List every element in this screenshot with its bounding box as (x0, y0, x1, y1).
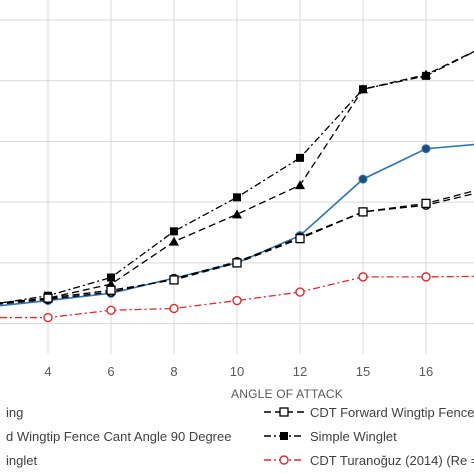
data-point (296, 153, 304, 162)
x-tick-label: 15 (356, 364, 370, 379)
data-point (358, 174, 368, 184)
x-tick-label: 10 (230, 364, 244, 379)
data-point (232, 209, 242, 219)
series-layer (0, 50, 474, 323)
data-point (169, 275, 179, 285)
x-tick-labels: 4 6 8 10 12 15 16 (44, 364, 433, 379)
data-point (43, 312, 53, 323)
data-point (106, 285, 116, 295)
legend-label: CDT Turanoğuz (2014) (Re = 2 (310, 453, 474, 468)
data-point (170, 227, 178, 236)
x-axis-title: ANGLE OF ATTACK (231, 387, 343, 401)
data-point (232, 295, 242, 306)
data-point (358, 207, 368, 217)
data-point (169, 303, 179, 314)
legend-item: ing (6, 405, 23, 420)
legend-item: d Wingtip Fence Cant Angle 90 Degree (6, 429, 231, 444)
data-point (169, 236, 179, 246)
legend-item: Simple Winglet (264, 429, 397, 444)
data-point (358, 84, 368, 94)
data-point (279, 455, 289, 465)
legend-label: ing (6, 405, 23, 420)
data-point (295, 233, 305, 244)
x-tick-label: 4 (44, 364, 51, 379)
data-point (358, 272, 368, 282)
legend-item: CDT Forward Wingtip Fence C (264, 405, 474, 420)
data-point (421, 272, 431, 282)
legend-label: Simple Winglet (310, 429, 397, 444)
series-5 (0, 272, 474, 323)
legend: ing CDT Forward Wingtip Fence C d Wingtip … (6, 405, 474, 468)
legend-item: inglet (6, 453, 37, 468)
data-point (295, 180, 305, 190)
data-point (279, 407, 289, 417)
data-point (106, 305, 116, 315)
x-tick-label: 6 (107, 364, 114, 379)
series-4 (0, 190, 474, 304)
series-line (0, 275, 474, 319)
data-point (233, 193, 241, 202)
data-point (43, 293, 53, 303)
legend-item: CDT Turanoğuz (2014) (Re = 2 (264, 453, 474, 468)
data-point (232, 258, 242, 268)
data-point (295, 287, 305, 297)
data-point (421, 144, 431, 154)
series-line (0, 51, 474, 304)
data-point (280, 432, 288, 440)
series-line (0, 50, 474, 305)
x-tick-label: 16 (419, 364, 433, 379)
legend-label: inglet (6, 453, 37, 468)
data-point (421, 198, 431, 209)
data-point (107, 273, 115, 282)
legend-label: CDT Forward Wingtip Fence C (310, 405, 474, 420)
legend-label: d Wingtip Fence Cant Angle 90 Degree (6, 429, 231, 444)
x-tick-label: 8 (170, 364, 177, 379)
x-tick-label: 12 (293, 364, 307, 379)
data-point (421, 69, 431, 79)
